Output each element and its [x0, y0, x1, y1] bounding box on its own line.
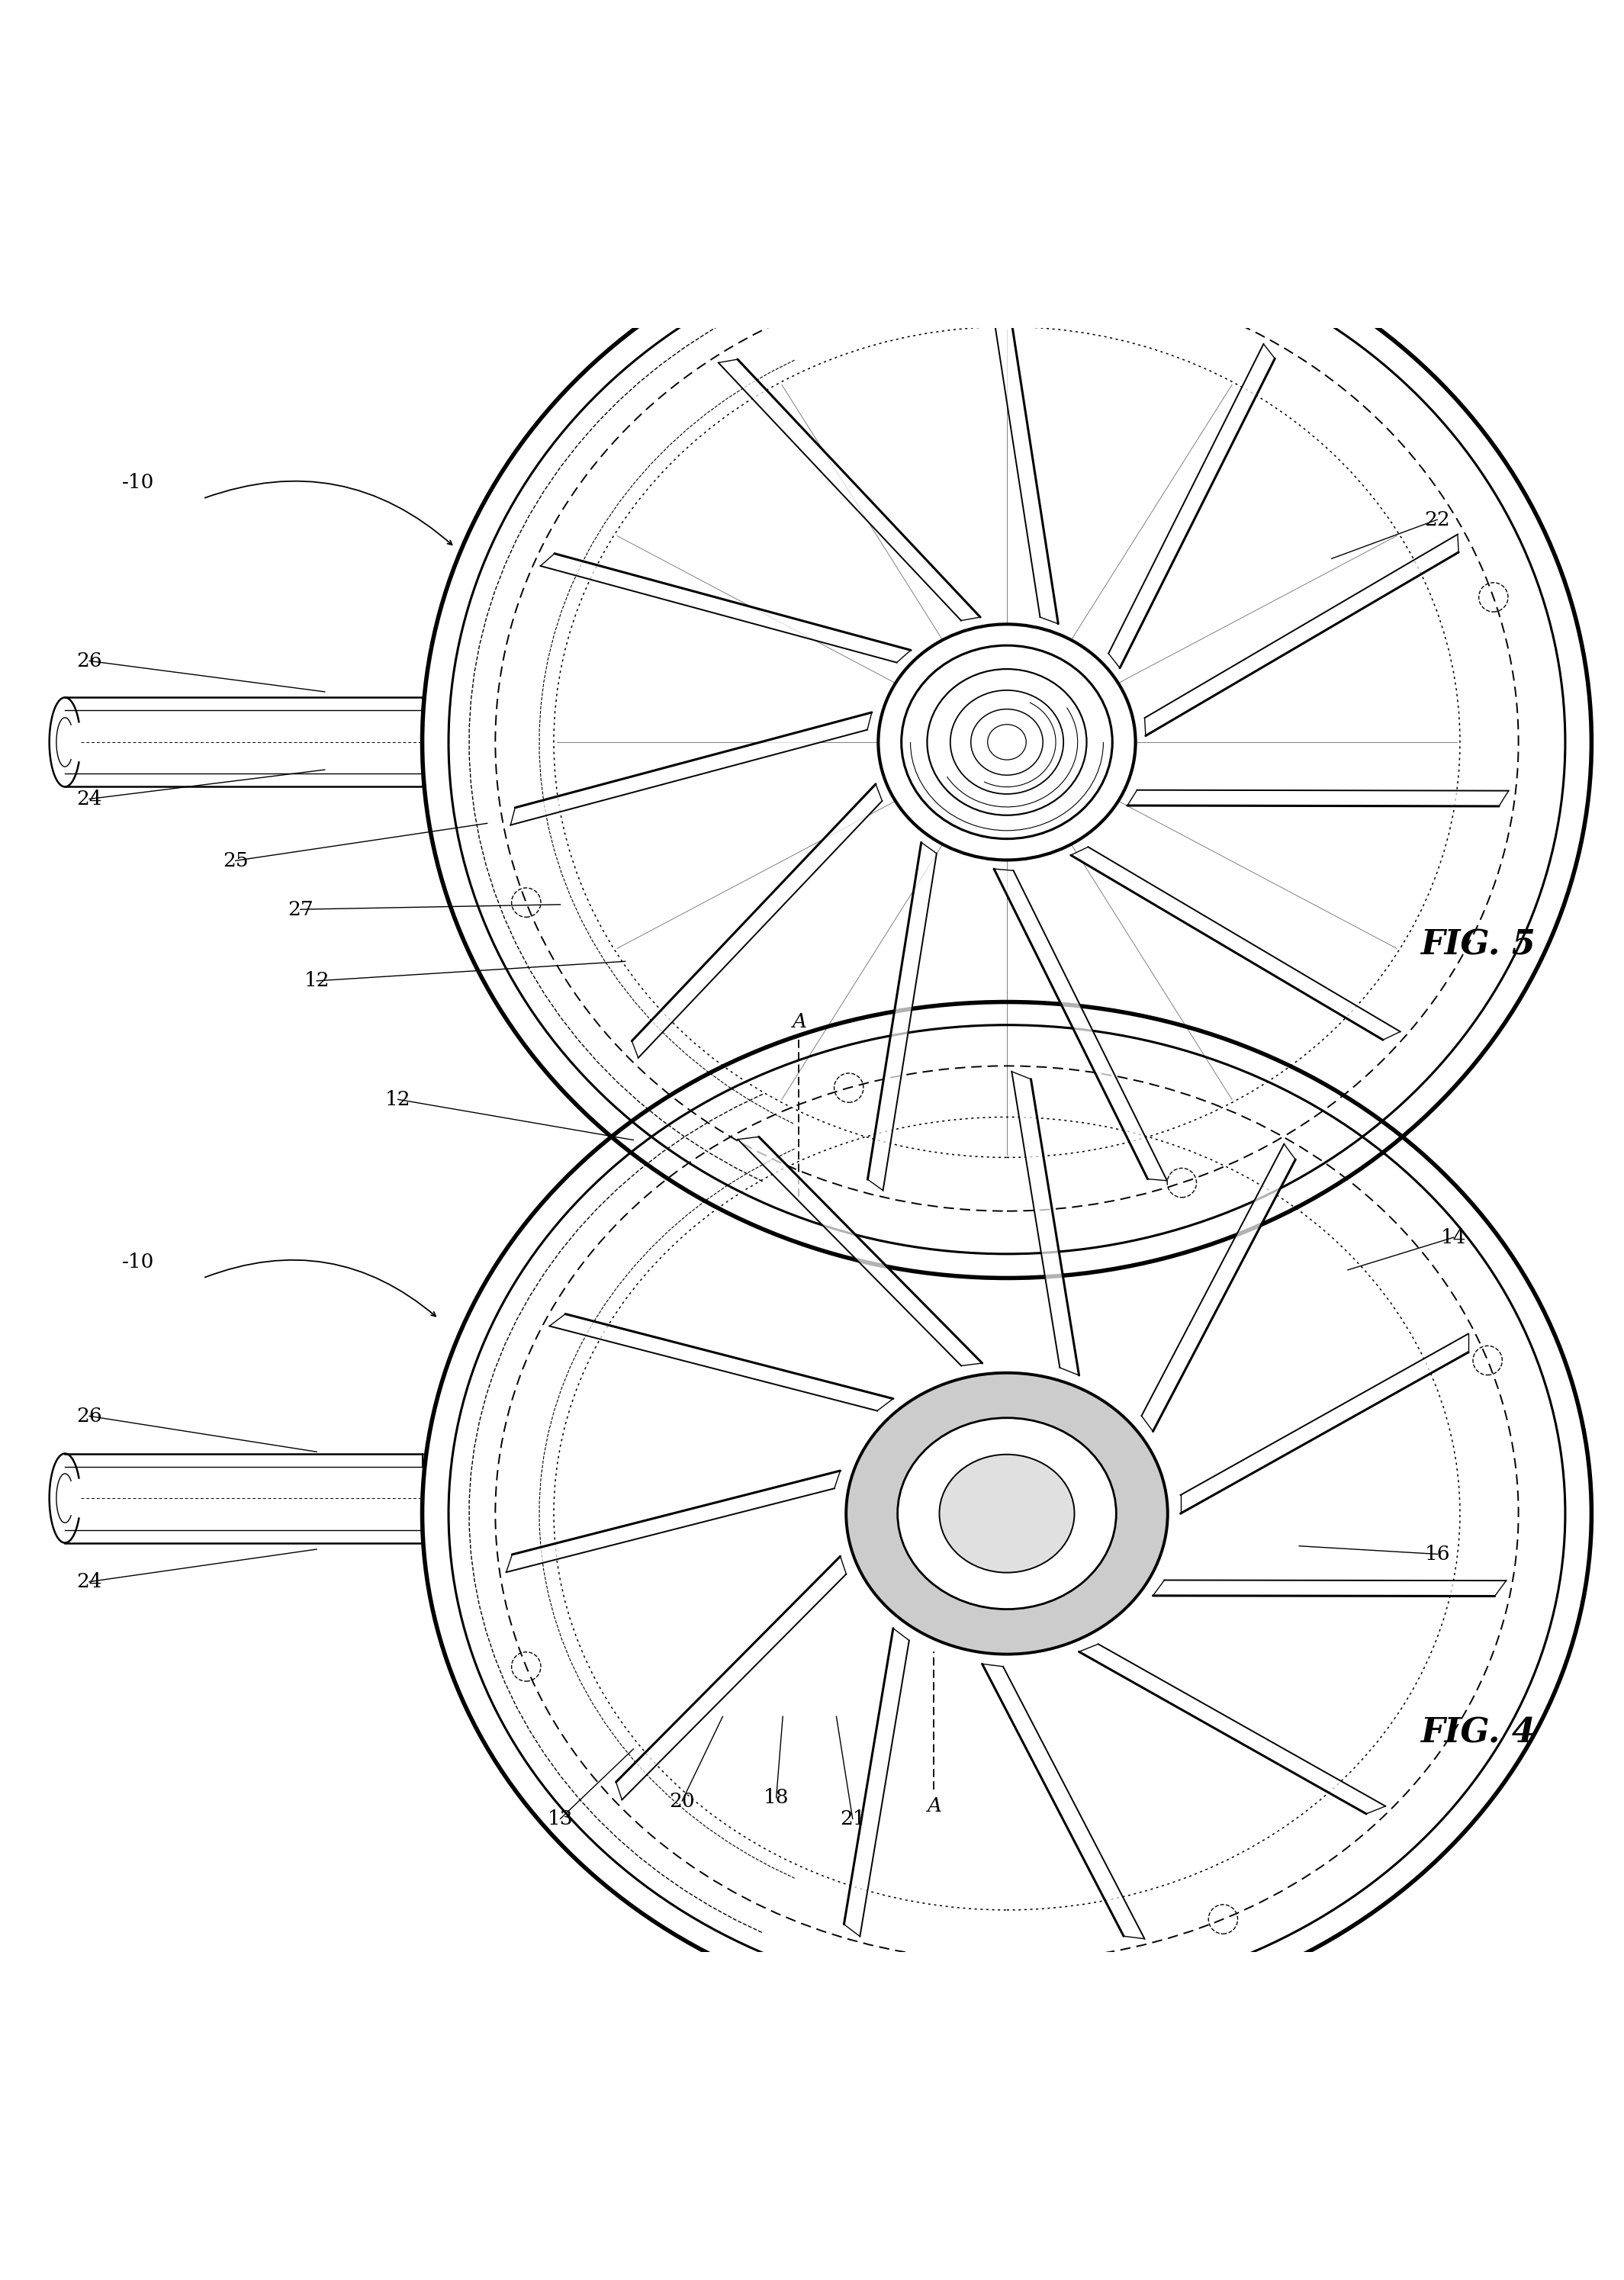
Polygon shape [507, 1471, 840, 1573]
Text: FIG. 4: FIG. 4 [1421, 1717, 1535, 1749]
Polygon shape [632, 784, 882, 1058]
Polygon shape [1078, 1644, 1385, 1815]
Polygon shape [1012, 1072, 1078, 1375]
Polygon shape [1070, 846, 1400, 1040]
Ellipse shape [901, 645, 1112, 839]
Ellipse shape [939, 1455, 1075, 1573]
Polygon shape [1145, 534, 1458, 736]
Polygon shape [1153, 1580, 1505, 1596]
Polygon shape [1127, 791, 1509, 807]
Ellipse shape [987, 725, 1026, 759]
Ellipse shape [927, 668, 1086, 816]
Text: 14: 14 [1440, 1229, 1466, 1247]
Text: 24: 24 [76, 789, 102, 809]
Text: 21: 21 [840, 1810, 866, 1829]
Polygon shape [549, 1313, 893, 1411]
Text: 20: 20 [669, 1792, 695, 1810]
Polygon shape [983, 1664, 1145, 1938]
Polygon shape [867, 841, 937, 1190]
Ellipse shape [898, 1418, 1116, 1610]
Polygon shape [1109, 344, 1275, 668]
Text: -10: -10 [122, 472, 154, 492]
Polygon shape [1142, 1145, 1296, 1432]
Text: 18: 18 [763, 1788, 789, 1808]
Polygon shape [994, 869, 1168, 1181]
Text: 26: 26 [76, 1407, 102, 1425]
Ellipse shape [950, 691, 1064, 793]
Text: 13: 13 [547, 1810, 573, 1829]
Text: 24: 24 [76, 1573, 102, 1591]
Text: 25: 25 [222, 850, 248, 871]
Ellipse shape [971, 709, 1043, 775]
Polygon shape [844, 1628, 909, 1936]
Polygon shape [718, 360, 981, 620]
Text: 27: 27 [287, 901, 313, 919]
Polygon shape [510, 711, 872, 825]
Ellipse shape [879, 625, 1135, 860]
Text: 16: 16 [1424, 1544, 1450, 1564]
Text: -10: -10 [122, 1252, 154, 1272]
Text: 26: 26 [76, 652, 102, 670]
Text: 12: 12 [304, 971, 330, 990]
Polygon shape [541, 554, 911, 663]
Polygon shape [737, 1138, 983, 1366]
Polygon shape [615, 1557, 846, 1799]
Text: A: A [793, 1012, 806, 1031]
Text: 12: 12 [385, 1090, 411, 1108]
Polygon shape [1181, 1334, 1468, 1514]
Text: FIG. 5: FIG. 5 [1421, 928, 1535, 962]
Text: 22: 22 [1424, 511, 1450, 529]
Ellipse shape [846, 1373, 1168, 1655]
Polygon shape [987, 280, 1059, 625]
Text: A: A [927, 1797, 940, 1815]
